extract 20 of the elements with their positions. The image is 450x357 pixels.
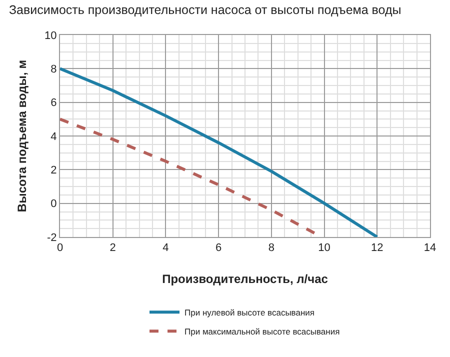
x-tick-label: 2	[110, 242, 116, 254]
y-tick-label: 2	[50, 164, 57, 177]
x-tick-label: 6	[216, 242, 222, 254]
x-tick-label: 14	[424, 242, 436, 254]
x-axis-title: Производительность, л/час	[162, 272, 328, 286]
x-tick-label: 10	[318, 242, 330, 254]
x-tick-label: 12	[371, 242, 384, 254]
y-tick-label: 10	[44, 30, 57, 42]
x-tick-label: 8	[268, 242, 274, 254]
y-tick-label: 4	[50, 130, 57, 143]
chart-title: Зависимость производительности насоса от высоты подъема воды	[9, 3, 402, 18]
y-tick-label: -2	[47, 232, 57, 244]
y-tick-label: 8	[50, 64, 57, 76]
legend-label: При максимальной высоте всасывания	[184, 326, 340, 336]
x-tick-label: 4	[162, 242, 169, 254]
y-axis-title: Высота подъема воды, м	[15, 60, 29, 212]
y-tick-label: 6	[50, 97, 57, 110]
legend-label: При нулевой высоте всасывания	[184, 307, 315, 318]
line-series	[60, 67, 379, 237]
y-tick-label: 0	[50, 198, 57, 210]
